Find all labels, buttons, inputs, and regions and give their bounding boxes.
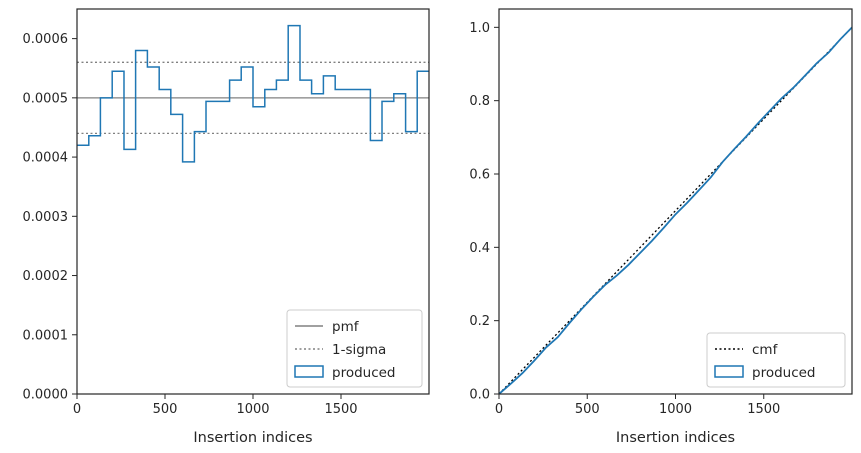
legend: cmf produced xyxy=(706,332,846,388)
legend-label: produced xyxy=(332,365,396,381)
x-tick-label: 500 xyxy=(575,402,600,417)
x-tick-label: 0 xyxy=(73,402,81,417)
legend-swatch-produced xyxy=(294,365,324,378)
y-tick-label: 0.6 xyxy=(469,168,490,183)
x-axis-label: Insertion indices xyxy=(616,430,735,446)
legend-swatch-produced xyxy=(714,365,744,378)
y-tick-label: 0.0002 xyxy=(23,269,69,284)
y-tick-label: 0.2 xyxy=(469,314,490,329)
legend: pmf 1-sigma produced xyxy=(286,309,423,388)
x-tick-label: 500 xyxy=(153,402,178,417)
plot-area xyxy=(499,26,852,394)
y-tick-label: 0.0005 xyxy=(23,91,69,106)
y-tick-label: 1.0 xyxy=(469,21,490,36)
chart-panel-1: 0 500 1000 1500 0.0 0.2 0.4 0.6 0.8 1.0 Insertion … xyxy=(469,8,853,446)
x-axis-label: Insertion indices xyxy=(193,430,312,446)
y-tick-label: 0.4 xyxy=(469,241,490,256)
y-tick-label: 0.8 xyxy=(469,94,490,109)
legend-box xyxy=(706,332,846,388)
legend-box xyxy=(286,309,423,388)
plot-area xyxy=(77,24,429,163)
legend-label: 1-sigma xyxy=(332,342,386,358)
x-tick-label: 1500 xyxy=(747,402,780,417)
legend-label: pmf xyxy=(332,319,360,335)
y-tick-label: 0.0001 xyxy=(23,328,69,343)
plot-frame xyxy=(498,8,853,395)
x-tick-label: 1000 xyxy=(659,402,692,417)
y-tick-label: 0.0004 xyxy=(23,151,69,166)
y-tick-label: 0.0006 xyxy=(23,32,69,47)
produced-line-series xyxy=(499,26,852,394)
legend-label: produced xyxy=(752,365,816,381)
x-tick-label: 1500 xyxy=(324,402,357,417)
x-tick-label: 1000 xyxy=(236,402,269,417)
y-tick-label: 0.0 xyxy=(469,388,490,403)
legend-label: cmf xyxy=(752,342,779,358)
x-tick-label: 0 xyxy=(495,402,503,417)
produced-step-series xyxy=(77,24,429,163)
y-tick-label: 0.0000 xyxy=(23,388,69,403)
y-tick-label: 0.0003 xyxy=(23,210,69,225)
chart-panel-0: 0 500 1000 1500 0.0000 0.0001 0.0002 0.0003 0.00… xyxy=(23,8,430,446)
plot-frame xyxy=(76,8,430,395)
